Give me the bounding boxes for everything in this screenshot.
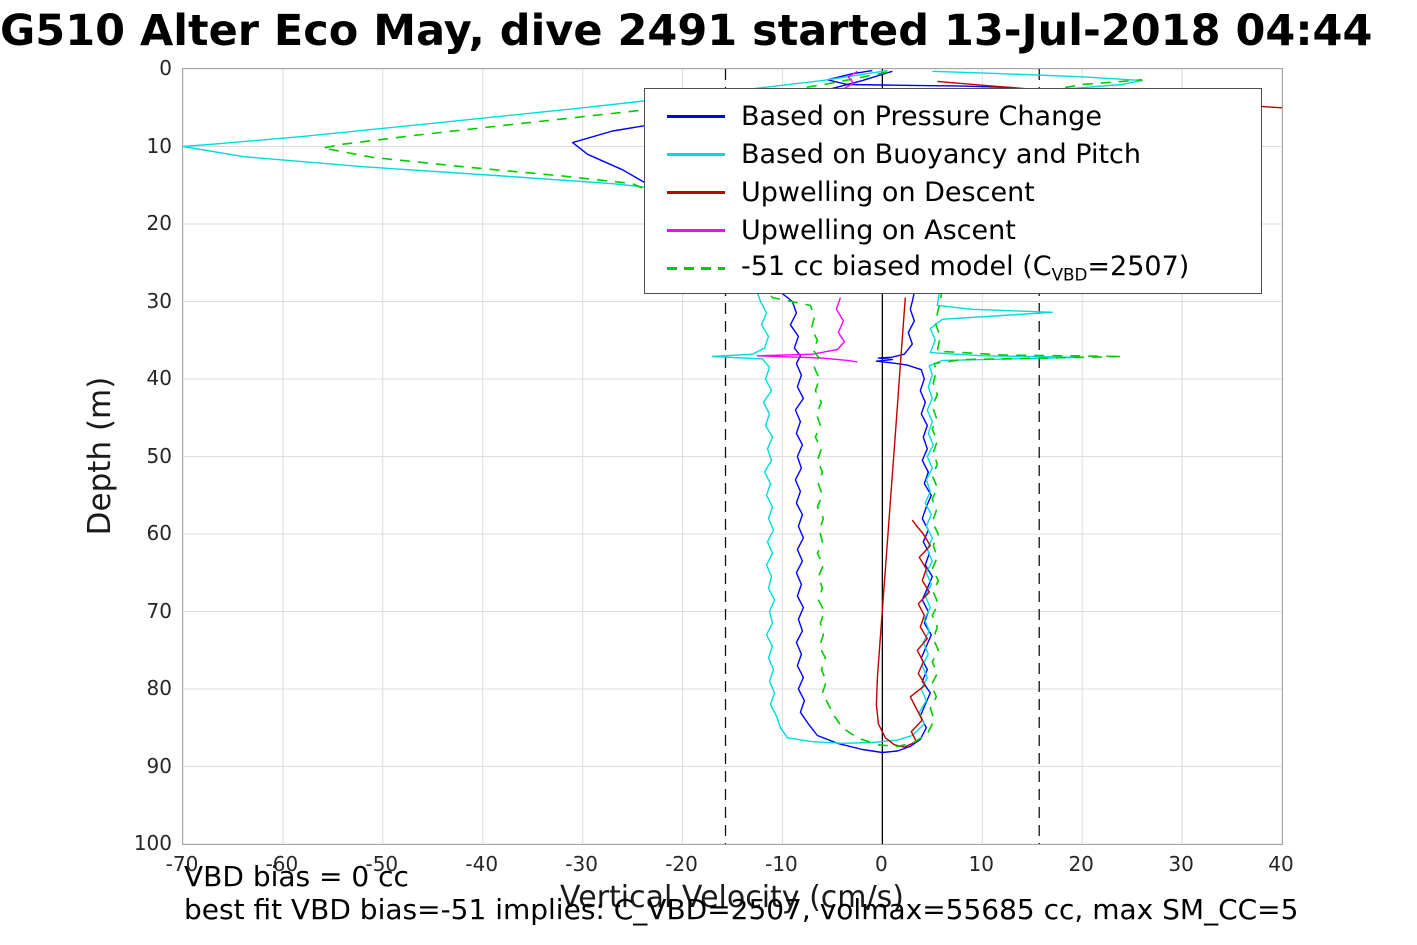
y-tick-label: 70 bbox=[146, 598, 172, 623]
legend-entry-label: Upwelling on Descent bbox=[741, 176, 1035, 208]
legend-line-sample bbox=[667, 228, 725, 232]
legend-entry: Based on Pressure Change bbox=[661, 97, 1261, 135]
series-based-on-buoyancy-and-pitch bbox=[183, 69, 1143, 744]
legend-entry: Upwelling on Ascent bbox=[661, 211, 1261, 249]
series-line bbox=[571, 69, 1013, 754]
y-tick-label: 60 bbox=[146, 521, 172, 545]
legend-line-sample bbox=[667, 114, 725, 118]
y-tick-label: 10 bbox=[146, 133, 172, 158]
legend-entry: Upwelling on Descent bbox=[661, 173, 1261, 211]
y-tick-label: 30 bbox=[146, 288, 172, 313]
x-tick-label: -70 bbox=[165, 852, 199, 876]
figure-title: G510 Alter Eco May, dive 2491 started 13… bbox=[0, 6, 1373, 56]
x-tick-label: 40 bbox=[1268, 852, 1294, 876]
x-tick-label: -30 bbox=[565, 852, 598, 876]
x-tick-label: 10 bbox=[968, 852, 994, 876]
y-tick-label: 90 bbox=[146, 753, 172, 778]
legend-label-subscript: VBD bbox=[1051, 264, 1088, 285]
x-tick-label: 20 bbox=[1068, 852, 1094, 876]
y-tick-label: 0 bbox=[159, 56, 172, 80]
y-tick-label: 100 bbox=[133, 831, 172, 855]
legend-entry-label: Upwelling on Ascent bbox=[741, 214, 1016, 246]
legend-line-sample bbox=[667, 266, 725, 270]
x-tick-label: -50 bbox=[365, 852, 399, 876]
y-tick-label: 40 bbox=[146, 366, 172, 390]
series-based-on-pressure-change bbox=[571, 69, 1013, 754]
x-axis-label: Vertical Velocity (cm/s) bbox=[560, 880, 904, 915]
legend-line-sample bbox=[667, 152, 725, 156]
series-line bbox=[322, 71, 1143, 748]
x-tick-label: -60 bbox=[265, 852, 299, 876]
legend: Based on Pressure Change Based on Buoyanc… bbox=[644, 88, 1262, 294]
y-axis-label: Depth (m) bbox=[82, 376, 118, 536]
legend-line-sample bbox=[667, 190, 725, 194]
vbd-bias-text: VBD bias = 0 cc bbox=[184, 860, 409, 893]
series-line bbox=[756, 297, 858, 363]
x-tick-label: -10 bbox=[765, 852, 798, 876]
y-tick-label: 20 bbox=[146, 211, 172, 235]
legend-entry-label: Based on Buoyancy and Pitch bbox=[741, 138, 1141, 170]
legend-entry: -51 cc biased model (CVBD=2507) bbox=[661, 249, 1261, 287]
y-tick-label: 80 bbox=[146, 676, 172, 700]
x-tick-label: 30 bbox=[1168, 852, 1194, 876]
legend-entry-label: Based on Pressure Change bbox=[741, 100, 1102, 132]
x-tick-label: -40 bbox=[465, 852, 499, 876]
legend-entry-label: -51 cc biased model (CVBD=2507) bbox=[741, 251, 1190, 285]
x-tick-label: 0 bbox=[874, 852, 888, 876]
x-tick-label: -20 bbox=[665, 852, 698, 876]
series-line bbox=[183, 69, 1143, 744]
legend-entry: Based on Buoyancy and Pitch bbox=[661, 135, 1261, 173]
best-fit-text: best fit VBD bias=-51 implies: C_VBD=250… bbox=[184, 893, 1299, 926]
series-51-cc-biased-model-c-vbd-2507 bbox=[322, 71, 1143, 748]
y-tick-label: 50 bbox=[146, 443, 172, 468]
